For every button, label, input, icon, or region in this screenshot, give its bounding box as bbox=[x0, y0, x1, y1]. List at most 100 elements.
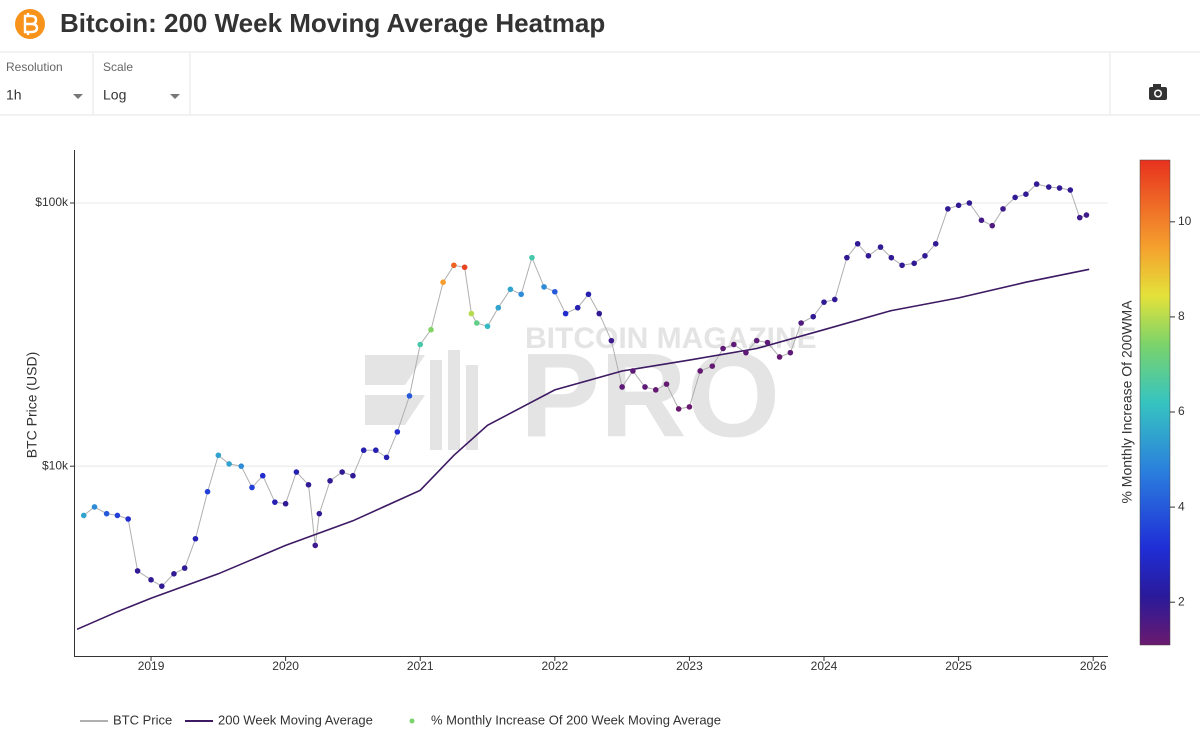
price-point bbox=[675, 406, 682, 412]
price-point bbox=[305, 481, 312, 488]
price-point bbox=[619, 384, 625, 390]
watermark: BITCOIN MAGAZINE bbox=[525, 322, 817, 355]
price-point bbox=[877, 244, 884, 250]
price-point bbox=[743, 349, 749, 356]
price-point bbox=[473, 320, 480, 326]
price-point bbox=[686, 404, 693, 410]
price-point bbox=[417, 341, 424, 348]
page-title: Bitcoin: 200 Week Moving Average Heatmap bbox=[60, 8, 605, 38]
price-point bbox=[272, 499, 278, 505]
price-point bbox=[831, 296, 838, 303]
control-label: Resolution bbox=[6, 60, 63, 74]
price-point bbox=[899, 262, 905, 269]
price-point bbox=[507, 286, 514, 293]
price-point bbox=[865, 253, 872, 259]
price-point bbox=[134, 568, 141, 574]
price-point bbox=[1012, 194, 1018, 201]
price-point bbox=[663, 381, 670, 387]
price-point bbox=[529, 254, 535, 261]
price-point bbox=[518, 291, 524, 298]
price-point bbox=[80, 512, 87, 519]
price-point bbox=[911, 260, 917, 267]
price-point bbox=[394, 429, 401, 435]
colorbar bbox=[1139, 159, 1171, 646]
price-point bbox=[339, 469, 345, 475]
price-point bbox=[652, 387, 659, 393]
scale-select[interactable]: Scale Log bbox=[103, 60, 180, 103]
price-point bbox=[159, 583, 165, 589]
price-point bbox=[192, 535, 199, 542]
price-point bbox=[103, 510, 110, 517]
x-tick-label: 2020 bbox=[272, 659, 299, 673]
x-tick-label: 2022 bbox=[541, 659, 568, 673]
price-point bbox=[697, 368, 703, 374]
wma-line bbox=[76, 268, 1090, 631]
price-point bbox=[1033, 181, 1040, 187]
price-point bbox=[922, 253, 928, 259]
price-point bbox=[585, 291, 592, 298]
legend-label: BTC Price bbox=[113, 712, 172, 727]
price-point bbox=[1067, 187, 1074, 193]
price-point bbox=[215, 452, 222, 459]
price-point bbox=[810, 313, 817, 320]
legend-swatch bbox=[409, 718, 415, 724]
price-point bbox=[327, 477, 333, 484]
colorbar-tick-label: 8 bbox=[1178, 309, 1185, 323]
price-point bbox=[282, 500, 289, 507]
price-point bbox=[171, 571, 177, 577]
price-point bbox=[383, 454, 390, 461]
price-point bbox=[1083, 212, 1090, 218]
price-point bbox=[428, 326, 434, 333]
colorbar-tick-label: 2 bbox=[1178, 594, 1185, 608]
price-point bbox=[360, 447, 367, 454]
price-point bbox=[888, 254, 895, 261]
price-point bbox=[787, 349, 794, 356]
price-point bbox=[495, 304, 502, 311]
price-point bbox=[440, 279, 446, 286]
price-point bbox=[955, 202, 962, 209]
control-value[interactable]: 1h bbox=[6, 87, 22, 103]
price-point bbox=[596, 310, 603, 317]
price-point bbox=[776, 354, 783, 360]
x-tick-label: 2024 bbox=[811, 659, 838, 673]
price-point bbox=[484, 323, 491, 330]
x-tick-label: 2023 bbox=[676, 659, 703, 673]
price-point bbox=[966, 200, 973, 206]
control-value[interactable]: Log bbox=[103, 87, 126, 103]
price-point bbox=[753, 337, 760, 344]
resolution-select[interactable]: Resolution 1h bbox=[6, 60, 83, 103]
price-point bbox=[238, 463, 245, 469]
price-point bbox=[91, 504, 98, 510]
price-point bbox=[798, 320, 804, 326]
price-point bbox=[844, 254, 850, 261]
watermark-logo bbox=[365, 350, 478, 450]
y-tick-label: $10k bbox=[42, 458, 69, 472]
price-point bbox=[226, 461, 232, 467]
price-point bbox=[316, 510, 323, 517]
price-point bbox=[1023, 191, 1029, 198]
price-point bbox=[249, 484, 255, 491]
price-point bbox=[720, 345, 726, 352]
price-point bbox=[932, 240, 939, 247]
y-tick-label: $100k bbox=[35, 195, 69, 209]
price-point bbox=[293, 469, 300, 475]
price-point bbox=[1000, 206, 1006, 212]
price-point bbox=[630, 368, 636, 374]
price-point bbox=[764, 339, 771, 346]
price-point bbox=[821, 299, 827, 305]
colorbar-tick-label: 10 bbox=[1178, 214, 1192, 228]
price-point bbox=[978, 217, 985, 224]
control-label: Scale bbox=[103, 60, 133, 74]
x-tick-label: 2025 bbox=[945, 659, 972, 673]
camera-button[interactable] bbox=[1149, 84, 1167, 100]
logo bbox=[15, 9, 45, 39]
price-point bbox=[350, 472, 356, 479]
x-tick-label: 2021 bbox=[407, 659, 434, 673]
colorbar-title: % Monthly Increase Of 200WMA bbox=[1119, 300, 1135, 504]
price-point bbox=[989, 222, 996, 229]
price-point bbox=[312, 542, 319, 549]
price-point bbox=[373, 447, 379, 454]
price-point bbox=[125, 516, 131, 522]
